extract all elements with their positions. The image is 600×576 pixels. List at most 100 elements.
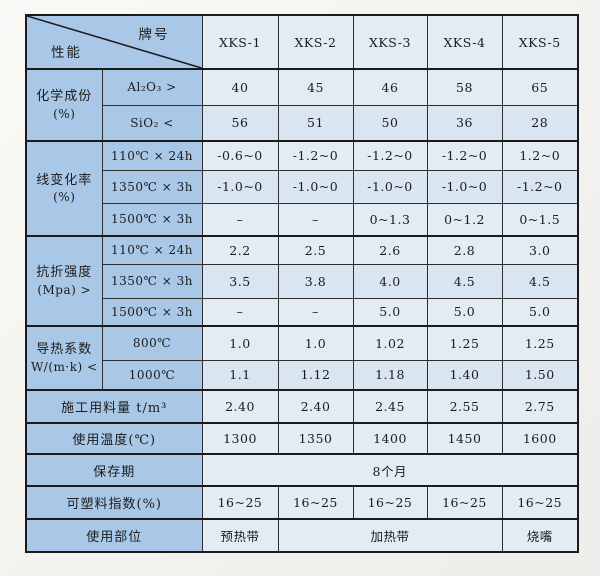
col-header-xks-5: XKS-5 (501, 14, 579, 70)
group-flexural-strength: 抗折强度 (Mpa) > (25, 235, 103, 327)
row-linear-change-110: 线变化率 (%) 110℃ × 24h -0.6~0 -1.2~0 -1.2~0… (25, 140, 579, 237)
value-cell: 3.8 (277, 263, 354, 299)
row-label-1000c: 1000℃ (101, 359, 203, 391)
brand-header-label: 牌号 (138, 27, 170, 43)
row-flexural-110: 抗折强度 (Mpa) > 110℃ × 24h 2.2 2.5 2.6 2.8 … (25, 235, 579, 327)
row-linear-change-1350: 1350℃ × 3h -1.0~0 -1.0~0 -1.0~0 -1.0~0 -… (26, 169, 579, 204)
value-cell: 1.0 (277, 325, 354, 361)
shelf-life-value: 8个月 (201, 453, 579, 487)
row-label-plasticity-index: 可塑料指数(%) (25, 485, 203, 520)
row-label-shelf-life: 保存期 (25, 453, 203, 487)
value-cell: 2.55 (426, 389, 503, 424)
value-cell: 36 (426, 104, 503, 142)
usage-zone-preheat: 预热带 (201, 518, 279, 553)
value-cell: 1.2~0 (501, 140, 579, 171)
value-cell: 1.18 (352, 359, 428, 391)
value-cell: 2.2 (201, 235, 279, 265)
row-label-al2o3: Al₂O₃ > (101, 68, 203, 106)
value-cell: 3.0 (501, 235, 579, 265)
value-cell: 0~1.5 (501, 202, 579, 237)
usage-zone-heating: 加热带 (277, 518, 503, 553)
value-cell: -1.0~0 (352, 169, 428, 204)
usage-zone-burner: 烧嘴 (501, 518, 579, 553)
group-label: 抗折强度 (36, 265, 93, 281)
value-cell: 51 (277, 104, 354, 142)
value-cell: – (201, 297, 279, 327)
row-label-sio2: SiO₂ < (101, 104, 203, 142)
value-cell: 5.0 (426, 297, 503, 327)
group-unit: (%) (53, 190, 76, 205)
value-cell: -1.2~0 (501, 169, 579, 204)
value-cell: 16~25 (277, 485, 354, 520)
value-cell: 2.8 (426, 235, 503, 265)
value-cell: 2.40 (277, 389, 354, 424)
row-usage-location: 使用部位 预热带 加热带 烧嘴 (25, 518, 579, 553)
value-cell: 56 (201, 104, 279, 142)
row-al2o3: 化学成份 (%) Al₂O₃ > 40 45 46 58 65 (25, 68, 579, 142)
property-header-label: 性能 (51, 45, 82, 61)
value-cell: 5.0 (501, 297, 579, 327)
value-cell: 46 (352, 68, 428, 106)
value-cell: 16~25 (201, 485, 279, 520)
value-cell: 2.6 (352, 235, 428, 265)
value-cell: 45 (277, 68, 354, 106)
value-cell: 2.5 (277, 235, 354, 265)
value-cell: 1.25 (501, 325, 579, 361)
row-flexural-1500: 1500℃ × 3h – – 5.0 5.0 5.0 (26, 297, 579, 327)
header-corner-cell: 牌号 性能 (25, 14, 203, 70)
value-cell: 0~1.3 (352, 202, 428, 237)
value-cell: -1.2~0 (352, 140, 428, 171)
value-cell: 1350 (277, 422, 354, 455)
value-cell: 0~1.2 (426, 202, 503, 237)
value-cell: – (277, 297, 354, 327)
value-cell: 2.40 (201, 389, 279, 424)
value-cell: 28 (501, 104, 579, 142)
value-cell: 65 (501, 68, 579, 106)
group-linear-change-rate: 线变化率 (%) (25, 140, 103, 237)
row-flexural-1350: 1350℃ × 3h 3.5 3.8 4.0 4.5 4.5 (26, 263, 579, 299)
col-header-xks-4: XKS-4 (426, 14, 503, 70)
value-cell: 4.0 (352, 263, 428, 299)
value-cell: 50 (352, 104, 428, 142)
value-cell: -1.0~0 (277, 169, 354, 204)
group-label: 线变化率 (36, 172, 93, 188)
value-cell: 16~25 (426, 485, 503, 520)
datasheet-table: 牌号 性能 XKS-1 XKS-2 XKS-3 XKS-4 XKS-5 化学成份… (25, 14, 579, 553)
value-cell: 2.45 (352, 389, 428, 424)
value-cell: 1.1 (201, 359, 279, 391)
value-cell: 58 (426, 68, 503, 106)
group-label: 导热系数 (36, 342, 93, 358)
row-service-temperature: 使用温度(℃) 1300 1350 1400 1450 1600 (25, 422, 579, 455)
col-header-xks-2: XKS-2 (277, 14, 354, 70)
value-cell: 1.0 (201, 325, 279, 361)
group-unit: (Mpa) > (37, 282, 92, 297)
row-label-1350c-3h: 1350℃ × 3h (101, 263, 203, 299)
value-cell: 1400 (352, 422, 428, 455)
value-cell: 1.50 (501, 359, 579, 391)
group-chemical-composition: 化学成份 (%) (25, 68, 103, 142)
value-cell: 3.5 (201, 263, 279, 299)
value-cell: -0.6~0 (201, 140, 279, 171)
value-cell: 1.12 (277, 359, 354, 391)
value-cell: 4.5 (501, 263, 579, 299)
row-label-1500c-3h: 1500℃ × 3h (101, 297, 203, 327)
row-material-usage: 施工用料量 t/m³ 2.40 2.40 2.45 2.55 2.75 (25, 389, 579, 424)
value-cell: 1450 (426, 422, 503, 455)
value-cell: 1.02 (352, 325, 428, 361)
value-cell: -1.2~0 (277, 140, 354, 171)
row-label-1350c-3h: 1350℃ × 3h (101, 169, 203, 204)
value-cell: 1.25 (426, 325, 503, 361)
row-linear-change-1500: 1500℃ × 3h – – 0~1.3 0~1.2 0~1.5 (26, 202, 579, 237)
row-label-usage-location: 使用部位 (25, 518, 203, 553)
row-label-110c-24h: 110℃ × 24h (101, 140, 203, 171)
row-label-material-usage: 施工用料量 t/m³ (25, 389, 203, 424)
group-label: 化学成份 (36, 89, 93, 105)
header-row: 牌号 性能 XKS-1 XKS-2 XKS-3 XKS-4 XKS-5 (25, 14, 579, 70)
value-cell: -1.2~0 (426, 140, 503, 171)
col-header-xks-3: XKS-3 (352, 14, 428, 70)
value-cell: 1600 (501, 422, 579, 455)
diagonal-divider (27, 16, 202, 68)
value-cell: 16~25 (501, 485, 579, 520)
row-plasticity-index: 可塑料指数(%) 16~25 16~25 16~25 16~25 16~25 (25, 485, 579, 520)
